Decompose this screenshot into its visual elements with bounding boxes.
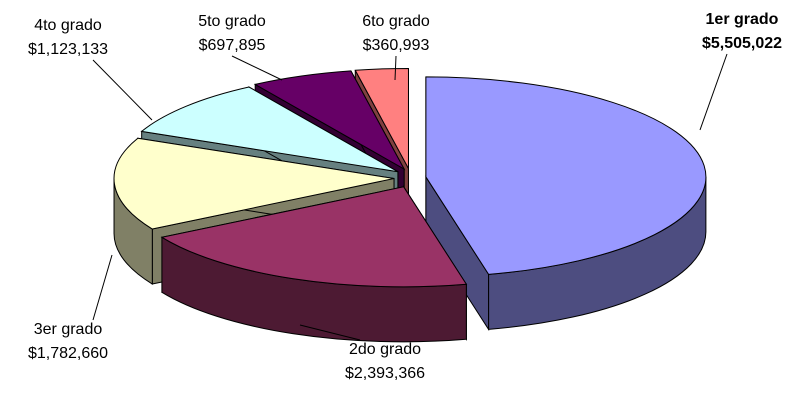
slice-label: 2do grado xyxy=(349,341,421,358)
slice-top xyxy=(354,67,409,169)
slice-top xyxy=(113,137,395,230)
slice-value-label: $5,505,022 xyxy=(702,35,782,52)
slice-value-label: $697,895 xyxy=(199,37,266,54)
slice-value-label: $1,123,133 xyxy=(28,41,108,58)
leader-line xyxy=(231,55,283,81)
slice xyxy=(425,76,707,332)
leader-line xyxy=(699,53,728,131)
leader-line xyxy=(92,59,153,121)
leader-line xyxy=(299,324,361,341)
slice-top xyxy=(253,70,406,171)
slice xyxy=(160,185,468,343)
slice-value-label: $1,782,660 xyxy=(28,345,108,362)
slice-value-label: $360,993 xyxy=(363,37,430,54)
slice-label: 5to grado xyxy=(198,13,266,30)
slice-label: 4to grado xyxy=(34,17,102,34)
slice-label: 1er grado xyxy=(706,11,779,28)
slice-label: 6to grado xyxy=(362,13,430,30)
slice-label: 3er grado xyxy=(34,321,103,338)
slice-top xyxy=(425,76,707,275)
slice-value-label: $2,393,366 xyxy=(345,365,425,382)
leader-line xyxy=(394,55,397,81)
slice-top xyxy=(140,86,399,173)
slice-top xyxy=(160,186,468,288)
leader-line xyxy=(92,254,113,321)
